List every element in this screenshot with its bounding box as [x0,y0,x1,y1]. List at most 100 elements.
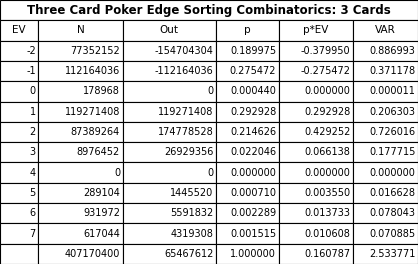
Text: Out: Out [160,25,179,35]
Text: 0.189975: 0.189975 [230,46,276,56]
Bar [353,203,418,223]
Text: 0: 0 [114,168,120,178]
Text: 0.160787: 0.160787 [304,249,351,259]
Text: 0.886993: 0.886993 [370,46,415,56]
Text: 1.000000: 1.000000 [230,249,276,259]
Bar [216,81,279,102]
Bar [279,203,353,223]
Bar [353,183,418,203]
Bar [38,20,122,41]
Text: 0.275472: 0.275472 [229,66,276,76]
Bar [0,223,38,244]
Text: 6: 6 [30,208,36,218]
Text: 112164036: 112164036 [65,66,120,76]
Text: 0.022046: 0.022046 [230,147,276,157]
Text: p: p [244,25,251,35]
Text: 0.429252: 0.429252 [304,127,351,137]
Text: 87389264: 87389264 [71,127,120,137]
Text: 178968: 178968 [83,86,120,96]
Bar [279,142,353,162]
Bar [216,41,279,61]
Bar [353,122,418,142]
Text: 0.292928: 0.292928 [304,107,351,117]
Text: 0.016628: 0.016628 [370,188,415,198]
Bar [216,183,279,203]
Bar [38,244,122,264]
Bar [216,162,279,183]
Bar [0,183,38,203]
Bar [122,81,216,102]
Bar [122,122,216,142]
Bar [122,61,216,81]
Text: 0.000000: 0.000000 [305,168,351,178]
Text: 5591832: 5591832 [171,208,214,218]
Text: 931972: 931972 [83,208,120,218]
Bar [122,20,216,41]
Bar [279,102,353,122]
Text: 0.000440: 0.000440 [230,86,276,96]
Text: 0.177715: 0.177715 [369,147,415,157]
Text: 26929356: 26929356 [164,147,214,157]
Bar [38,41,122,61]
Text: -1: -1 [26,66,36,76]
Bar [38,61,122,81]
Text: 0.070885: 0.070885 [370,229,415,239]
Bar [279,183,353,203]
Text: 0.002289: 0.002289 [230,208,276,218]
Bar [0,61,38,81]
Text: -154704304: -154704304 [155,46,214,56]
Bar [122,41,216,61]
Text: 0.214626: 0.214626 [230,127,276,137]
Bar [216,20,279,41]
Bar [0,102,38,122]
Text: 0: 0 [208,86,214,96]
Bar [216,142,279,162]
Bar [38,122,122,142]
Bar [353,162,418,183]
Bar [353,20,418,41]
Bar [38,223,122,244]
Text: 0.371178: 0.371178 [370,66,415,76]
Bar [0,81,38,102]
Text: 8976452: 8976452 [77,147,120,157]
Text: VAR: VAR [375,25,396,35]
Text: -2: -2 [26,46,36,56]
Text: 119271408: 119271408 [65,107,120,117]
Text: 4319308: 4319308 [171,229,214,239]
Text: 0.078043: 0.078043 [370,208,415,218]
Text: 2: 2 [30,127,36,137]
Text: 289104: 289104 [83,188,120,198]
Text: 0.001515: 0.001515 [230,229,276,239]
Text: 617044: 617044 [83,229,120,239]
Bar [216,244,279,264]
Bar [216,102,279,122]
Bar [122,142,216,162]
Bar [0,244,38,264]
Bar [279,244,353,264]
Bar [216,61,279,81]
Bar [279,41,353,61]
Bar [353,61,418,81]
Text: 0.206303: 0.206303 [370,107,415,117]
Text: 0.726016: 0.726016 [370,127,415,137]
Text: p*EV: p*EV [303,25,329,35]
Bar [122,223,216,244]
Text: -112164036: -112164036 [155,66,214,76]
Bar [38,183,122,203]
Bar [122,162,216,183]
Bar [122,244,216,264]
Text: 3: 3 [30,147,36,157]
Text: Three Card Poker Edge Sorting Combinatorics: 3 Cards: Three Card Poker Edge Sorting Combinator… [27,4,391,17]
Bar [38,203,122,223]
Text: -0.379950: -0.379950 [301,46,351,56]
Bar [279,81,353,102]
Text: N: N [76,25,84,35]
Bar [0,122,38,142]
Bar [353,102,418,122]
Text: 0: 0 [208,168,214,178]
Text: 0: 0 [30,86,36,96]
Bar [216,122,279,142]
Text: 0.000011: 0.000011 [370,86,415,96]
Text: EV: EV [13,25,26,35]
Text: 0.013733: 0.013733 [305,208,351,218]
